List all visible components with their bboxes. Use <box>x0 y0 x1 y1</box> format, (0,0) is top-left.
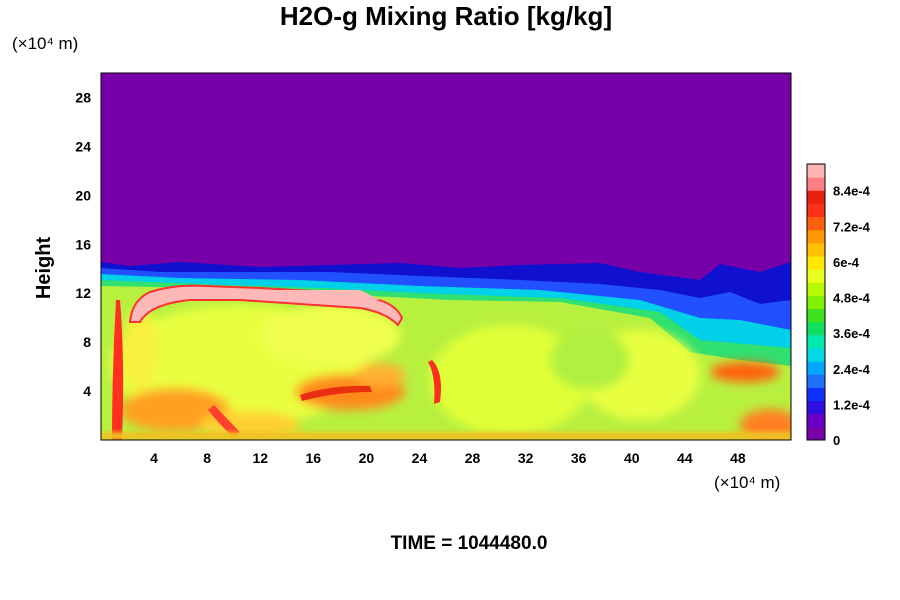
x-tick-label: 16 <box>306 450 322 466</box>
y-axis-ticks: 4 8 12 16 20 24 28 <box>75 89 91 399</box>
colorbar-swatch <box>807 229 825 244</box>
x-tick-label: 44 <box>677 450 693 466</box>
colorbar-tick-label: 8.4e-4 <box>833 184 871 199</box>
y-unit-label: (×10⁴ m) <box>12 34 78 53</box>
colorbar-swatch <box>807 348 825 362</box>
y-tick-label: 20 <box>75 187 91 203</box>
colorbar-swatch <box>807 177 825 191</box>
colorbar-ticks: 0 1.2e-4 2.4e-4 3.6e-4 4.8e-4 6e-4 7.2e-4 8.4e-… <box>833 184 871 448</box>
x-tick-label: 36 <box>571 450 587 466</box>
y-tick-label: 16 <box>75 236 91 252</box>
colorbar-swatch <box>807 400 825 415</box>
colorbar-swatch <box>807 216 825 231</box>
y-tick-label: 24 <box>75 138 91 154</box>
y-tick-label: 28 <box>75 89 91 105</box>
y-tick-label: 8 <box>83 334 91 350</box>
colorbar-swatch <box>807 190 825 204</box>
x-tick-label: 8 <box>203 450 211 466</box>
colorbar-frame <box>806 163 826 441</box>
x-tick-label: 32 <box>518 450 534 466</box>
x-tick-label: 24 <box>412 450 428 466</box>
colorbar-tick-label: 3.6e-4 <box>833 326 871 341</box>
x-tick-label: 12 <box>252 450 268 466</box>
heatmap-field <box>101 73 791 440</box>
time-label: TIME = 1044480.0 <box>391 533 548 554</box>
x-tick-label: 28 <box>465 450 481 466</box>
chart-title: H2O-g Mixing Ratio [kg/kg] <box>280 1 612 31</box>
x-tick-label: 20 <box>359 450 375 466</box>
colorbar-swatch <box>807 308 825 323</box>
colorbar-tick-label: 7.2e-4 <box>833 219 871 234</box>
x-tick-label: 40 <box>624 450 640 466</box>
y-tick-label: 4 <box>83 383 91 399</box>
colorbar-swatch <box>807 282 825 296</box>
colorbar-swatch <box>807 242 825 257</box>
x-tick-label: 4 <box>150 450 158 466</box>
colorbar-swatch <box>807 203 825 218</box>
colorbar-tick-label: 1.2e-4 <box>833 397 871 412</box>
x-unit-label: (×10⁴ m) <box>714 473 780 492</box>
colorbar-swatch <box>807 334 825 349</box>
colorbar-tick-label: 0 <box>833 433 840 448</box>
x-tick-label: 48 <box>730 450 746 466</box>
colorbar-swatch <box>807 295 825 310</box>
colorbar-swatch <box>807 256 825 270</box>
colorbar-swatch <box>807 426 825 441</box>
colorbar-swatch <box>807 361 825 375</box>
colorbar-tick-label: 6e-4 <box>833 255 860 270</box>
y-tick-label: 12 <box>75 285 91 301</box>
x-axis-ticks: 4 8 12 16 20 24 28 32 36 40 44 48 <box>150 450 746 466</box>
colorbar-swatch <box>807 374 825 388</box>
colorbar <box>806 163 826 441</box>
colorbar-swatch <box>807 321 825 336</box>
colorbar-tick-label: 2.4e-4 <box>833 362 871 377</box>
colorbar-swatch <box>807 164 825 178</box>
colorbar-swatch <box>807 413 825 428</box>
colorbar-swatch <box>807 387 825 402</box>
y-axis-label: Height <box>33 237 55 300</box>
colorbar-swatch <box>807 269 825 283</box>
colorbar-tick-label: 4.8e-4 <box>833 291 871 306</box>
plot-frame <box>100 72 792 441</box>
